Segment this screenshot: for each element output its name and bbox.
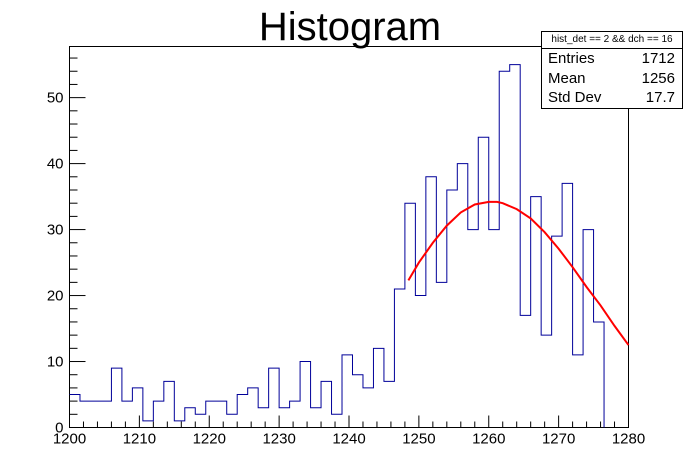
x-tick-label: 1210 (123, 431, 156, 448)
x-axis: 1200 1210 1220 1230 1240 1250 1260 1270 1280 (53, 415, 645, 448)
stats-title: hist_det == 2 && dch == 16 (542, 32, 682, 49)
x-tick-label: 1270 (542, 431, 575, 448)
y-tick-label: 40 (47, 156, 64, 173)
x-tick-label: 1260 (472, 431, 505, 448)
stats-box: hist_det == 2 && dch == 16 Entries 1712 … (541, 31, 683, 109)
y-tick-label: 30 (47, 222, 64, 239)
y-tick-label: 10 (47, 354, 64, 371)
stats-row-std: Std Dev 17.7 (542, 88, 682, 108)
stats-entries-value: 1712 (641, 50, 675, 67)
stats-row-mean: Mean 1256 (542, 69, 682, 89)
x-tick-label: 1240 (332, 431, 365, 448)
chart-title: Histogram (259, 5, 441, 49)
stats-mean-label: Mean (548, 69, 586, 87)
x-tick-label: 1220 (193, 431, 226, 448)
x-tick-label: 1250 (402, 431, 435, 448)
y-tick-label: 0 (55, 420, 63, 437)
stats-std-value: 17.7 (645, 89, 675, 106)
y-axis: 0 10 20 30 40 50 (47, 57, 86, 437)
stats-std-label: Std Dev (548, 89, 602, 106)
y-tick-label: 50 (47, 90, 64, 107)
stats-mean-value: 1256 (641, 69, 675, 87)
fit-curve (407, 200, 630, 346)
x-tick-label: 1200 (53, 431, 86, 448)
stats-entries-label: Entries (548, 50, 595, 67)
x-tick-label: 1280 (612, 431, 645, 448)
x-tick-label: 1230 (262, 431, 295, 448)
stats-row-entries: Entries 1712 (542, 49, 682, 69)
y-tick-label: 20 (47, 288, 64, 305)
histogram-line (69, 64, 605, 428)
